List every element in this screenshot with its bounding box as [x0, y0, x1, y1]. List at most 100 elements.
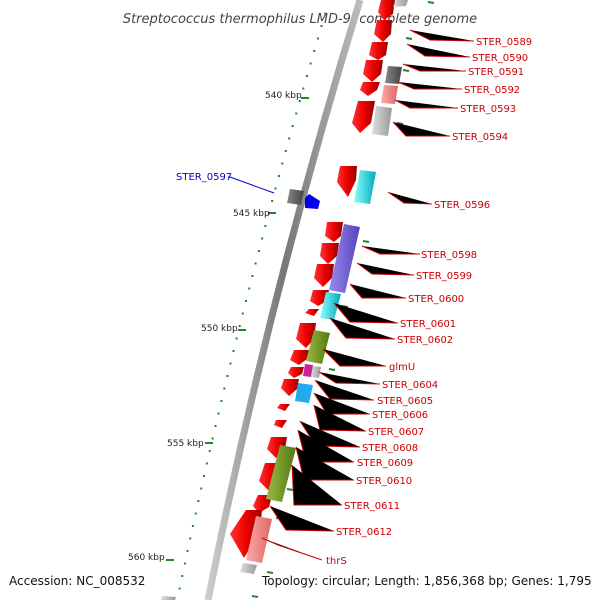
scale-dot [248, 287, 251, 290]
scale-dot [245, 300, 247, 302]
kbp-label-555: 555 kbp [167, 439, 204, 449]
accession-text: Accession: NC_008532 [9, 574, 145, 588]
scale-dot [197, 500, 200, 502]
scale-dot [316, 37, 319, 40]
gene-label[interactable]: thrS [326, 556, 347, 567]
cds-arrow [277, 404, 290, 411]
scale-dot [251, 275, 254, 277]
scale-dot [229, 362, 232, 365]
scale-dot [189, 537, 192, 540]
scale-dot [281, 162, 284, 165]
scale-dot [320, 25, 323, 27]
gene-label[interactable]: STER_0612 [336, 527, 392, 538]
scale-dot [254, 262, 257, 265]
cds-reverse-lane [161, 189, 320, 600]
cds-arrow [288, 367, 304, 378]
gene-label-left[interactable]: STER_0597 [176, 172, 232, 183]
scale-dot [235, 337, 238, 340]
scale-dot [284, 150, 287, 152]
callout-line-left [228, 176, 275, 194]
cds-arrow [281, 379, 299, 396]
gene-label[interactable]: STER_0604 [382, 380, 438, 391]
cds-arrow [337, 166, 357, 197]
cds-arrow [352, 101, 375, 133]
callout-lines [261, 29, 475, 561]
cds-block-olive [306, 330, 330, 364]
topology-text: Topology: circular; Length: 1,856,368 bp… [261, 574, 592, 588]
scale-dot [274, 187, 277, 190]
scale-dot [241, 312, 244, 315]
scale-dot [194, 512, 197, 515]
scale-dot [264, 225, 267, 227]
scale-dot [309, 62, 312, 65]
cds-block-gray [240, 563, 257, 574]
cds-arrow [374, 20, 392, 42]
gene-label[interactable]: STER_0590 [472, 53, 528, 64]
cds-block-gray [287, 189, 304, 205]
gene-label[interactable]: STER_0611 [344, 501, 400, 512]
gene-label[interactable]: STER_0605 [377, 396, 433, 407]
gene-label[interactable]: STER_0599 [416, 271, 472, 282]
gene-label[interactable]: glmU [389, 362, 415, 373]
kbp-label-550: 550 kbp [201, 324, 238, 334]
cds-outer-lane [240, 0, 408, 574]
scale-dot [200, 487, 203, 490]
gene-label[interactable]: STER_0610 [356, 476, 412, 487]
gene-label[interactable]: STER_0596 [434, 200, 490, 211]
scale-dot [271, 200, 274, 202]
scale-dot [238, 325, 241, 327]
gene-label[interactable]: STER_0608 [362, 443, 418, 454]
cds-arrow [369, 42, 388, 60]
gene-label[interactable]: STER_0591 [468, 67, 524, 78]
cds-arrow [267, 437, 287, 458]
scale-dot [226, 375, 229, 377]
cds-block-cyan [320, 292, 341, 320]
scale-dot [186, 550, 189, 552]
gene-label[interactable]: STER_0600 [408, 294, 464, 305]
gene-label[interactable]: STER_0594 [452, 132, 508, 143]
cds-block-gray [311, 366, 321, 378]
gene-label[interactable]: STER_0593 [460, 104, 516, 115]
gene-label[interactable]: STER_0607 [368, 427, 424, 438]
cds-arrow [360, 82, 380, 96]
scale-dot [295, 112, 298, 115]
scale-dot [208, 450, 211, 452]
scale-dot [203, 475, 205, 477]
scale-dot [313, 50, 316, 52]
gene-label[interactable]: STER_0606 [372, 410, 428, 421]
map-title: Streptococcus thermophilus LMD-9, comple… [123, 12, 477, 27]
scale-dot [257, 250, 260, 252]
scale-dot [223, 387, 226, 390]
gene-label[interactable]: STER_0589 [476, 37, 532, 48]
cds-block-gray [372, 106, 392, 136]
cds-block-olive [266, 445, 296, 502]
cds-arrow [314, 264, 334, 287]
cds-block-gray [385, 66, 402, 84]
scale-dot [288, 137, 291, 140]
scale-dot [305, 75, 308, 77]
scale-dot [302, 87, 305, 90]
gene-label[interactable]: STER_0609 [357, 458, 413, 469]
cds-block-gray [393, 0, 408, 7]
scale-dot [183, 562, 186, 565]
gene-labels: STER_0589 STER_0590 STER_0591 STER_0592 … [326, 37, 532, 567]
gene-label[interactable]: STER_0602 [397, 335, 453, 346]
cds-block-gray [161, 596, 176, 600]
cds-arrow-blue [305, 194, 320, 209]
cds-arrow [320, 243, 339, 264]
genome-backbone [204, 0, 364, 600]
gene-label[interactable]: STER_0598 [421, 250, 477, 261]
cds-arrow [253, 495, 272, 513]
scale-dot [277, 175, 280, 177]
scale-dot [211, 437, 214, 440]
scale-dot [181, 575, 184, 577]
scale-dot [220, 400, 223, 402]
scale-dot [217, 412, 220, 415]
cds-block-sky [295, 383, 313, 403]
scale-dot [291, 125, 294, 127]
scale-dot [261, 237, 264, 240]
gene-label[interactable]: STER_0601 [400, 319, 456, 330]
gene-label[interactable]: STER_0592 [464, 85, 520, 96]
cds-block-magenta [303, 364, 313, 377]
cds-arrow [230, 510, 262, 558]
